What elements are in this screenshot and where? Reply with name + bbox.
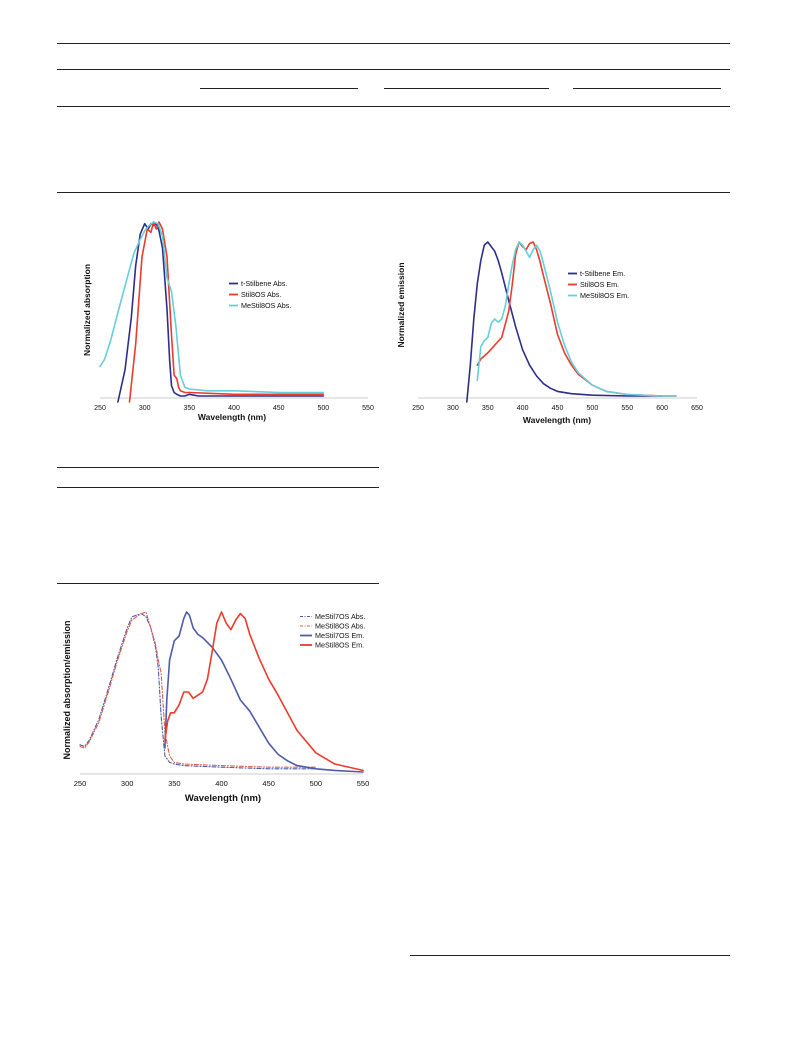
chart1-legend-label: MeStil8OS Abs. — [241, 301, 291, 310]
chart1-legend-label: t-Stilbene Abs. — [241, 279, 287, 288]
chart2-legend-label: MeStil8OS Em. — [580, 291, 629, 300]
chart3-x-tick-label: 400 — [215, 779, 228, 788]
chart1-series-line — [99, 221, 325, 394]
chart3-x-tick-label: 300 — [121, 779, 134, 788]
chart1-x-tick-label: 500 — [317, 405, 329, 412]
chart3-x-tick-label: 250 — [74, 779, 87, 788]
chart3-legend-label: MeStil7OS Em. — [315, 631, 364, 640]
chart1-x-tick-label: 300 — [139, 405, 151, 412]
chart1-legend-label: Stil8OS Abs. — [241, 290, 281, 299]
table-bottom-rule — [57, 192, 730, 193]
chart3-series-line — [79, 613, 317, 770]
chart2-x-tick-label: 250 — [412, 405, 424, 412]
chart2-x-tick-label: 400 — [517, 405, 529, 412]
chart2-x-tick-label: 450 — [552, 405, 564, 412]
table2-top-rule — [57, 467, 379, 468]
chart2-legend-label: t-Stilbene Em. — [580, 269, 625, 278]
chart2-x-tick-label: 600 — [656, 405, 668, 412]
table-header-rule — [57, 69, 730, 70]
chart2-series-line — [476, 241, 677, 397]
chart3-series-line — [164, 611, 364, 772]
chart3-x-axis-label: Wavelength (nm) — [185, 793, 261, 804]
chart1-y-axis-label: Normalized absorption — [82, 264, 92, 356]
table-subheader-rule-1 — [200, 88, 358, 89]
footnote-rule — [410, 955, 730, 956]
chart3-series-line — [164, 611, 364, 773]
chart1-series-line — [117, 222, 325, 403]
chart1-x-tick-label: 250 — [94, 405, 106, 412]
table2-header-rule — [57, 487, 379, 488]
table-subheader-rule-2 — [384, 88, 549, 89]
chart3-legend-label: MeStil8OS Em. — [315, 641, 364, 650]
chart3-series-line — [79, 611, 317, 768]
chart2-series-line — [466, 241, 663, 403]
chart1-x-axis-label: Wavelength (nm) — [198, 412, 266, 422]
chart2-y-axis-label: Normalized emission — [396, 262, 406, 347]
chart1-x-tick-label: 350 — [183, 405, 195, 412]
chart2-x-tick-label: 650 — [691, 405, 703, 412]
chart1-x-tick-label: 550 — [362, 405, 374, 412]
chart2-x-tick-label: 500 — [587, 405, 599, 412]
chart3-legend-label: MeStil7OS Abs. — [315, 612, 365, 621]
chart1-x-tick-label: 400 — [228, 405, 240, 412]
chart3-y-axis-label: Normalized absorption/emission — [62, 620, 72, 759]
chart2-x-axis-label: Wavelength (nm) — [523, 415, 591, 425]
chart2-x-tick-label: 350 — [482, 405, 494, 412]
table2-bottom-rule — [57, 583, 379, 584]
chart3-legend-label: MeStil8OS Abs. — [315, 622, 365, 631]
table-column-rule — [57, 106, 730, 107]
table-subheader-rule-3 — [573, 88, 721, 89]
chart2-series-line — [476, 241, 677, 397]
chart3-x-tick-label: 500 — [310, 779, 323, 788]
chart2-x-tick-label: 550 — [621, 405, 633, 412]
table-top-rule — [57, 43, 730, 44]
chart1-x-tick-label: 450 — [273, 405, 285, 412]
chart3-x-tick-label: 550 — [357, 779, 370, 788]
chart3-x-tick-label: 450 — [262, 779, 275, 788]
chart2-legend-label: Stil8OS Em. — [580, 280, 619, 289]
chart1-series-line — [128, 221, 325, 403]
chart3-x-tick-label: 350 — [168, 779, 181, 788]
chart2-x-tick-label: 300 — [447, 405, 459, 412]
